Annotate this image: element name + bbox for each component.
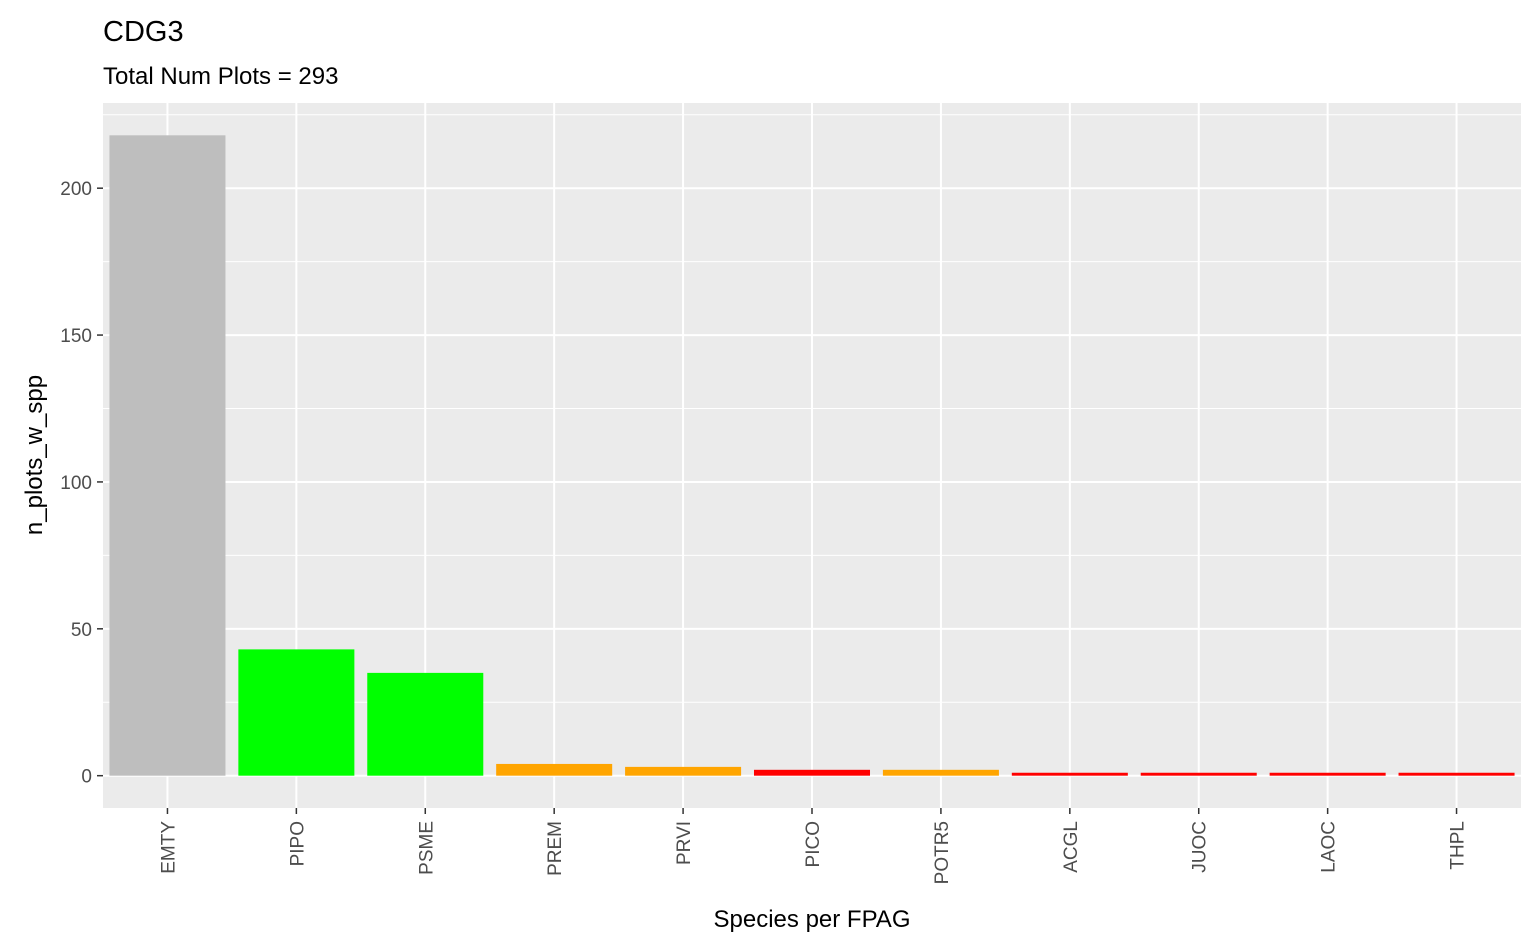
y-tick-label: 100 xyxy=(60,473,92,494)
y-tick-label: 50 xyxy=(71,620,92,641)
bar-potr5 xyxy=(882,769,999,776)
bar-laoc xyxy=(1269,772,1386,776)
chart-subtitle: Total Num Plots = 293 xyxy=(103,63,338,90)
bar-psme xyxy=(367,672,484,776)
x-tick-label: JUOC xyxy=(1190,821,1211,873)
bar-emty xyxy=(109,135,226,776)
chart-title: CDG3 xyxy=(103,16,184,48)
y-axis: 0 50 100 150 200 xyxy=(60,179,103,788)
x-tick-label: THPL xyxy=(1448,821,1469,870)
bar-pico xyxy=(753,769,871,776)
y-tick-label: 150 xyxy=(60,326,92,347)
bar-prvi xyxy=(625,766,742,776)
bar-thpl xyxy=(1398,772,1515,776)
x-axis-title: Species per FPAG xyxy=(714,906,911,933)
x-tick-label: PREM xyxy=(545,821,566,876)
x-tick-label: PICO xyxy=(803,821,824,867)
y-tick-label: 200 xyxy=(60,179,92,200)
bar-juoc xyxy=(1140,772,1257,776)
y-tick-label: 0 xyxy=(81,767,92,788)
y-axis-title: n_plots_w_spp xyxy=(21,375,48,535)
bar-acgl xyxy=(1011,772,1128,776)
bar-pipo xyxy=(238,649,355,776)
x-tick-label: POTR5 xyxy=(932,821,953,884)
bar-prem xyxy=(496,763,613,776)
x-tick-label: EMTY xyxy=(158,821,179,874)
x-axis: EMTY PIPO PSME PREM PRVI PICO POTR5 ACGL JUOC LAO… xyxy=(158,808,1469,884)
x-tick-label: PRVI xyxy=(674,821,695,865)
x-tick-label: PSME xyxy=(416,821,437,875)
x-tick-label: ACGL xyxy=(1061,821,1082,873)
bars xyxy=(109,135,1515,776)
x-tick-label: PIPO xyxy=(287,821,308,866)
x-tick-label: LAOC xyxy=(1319,821,1340,873)
